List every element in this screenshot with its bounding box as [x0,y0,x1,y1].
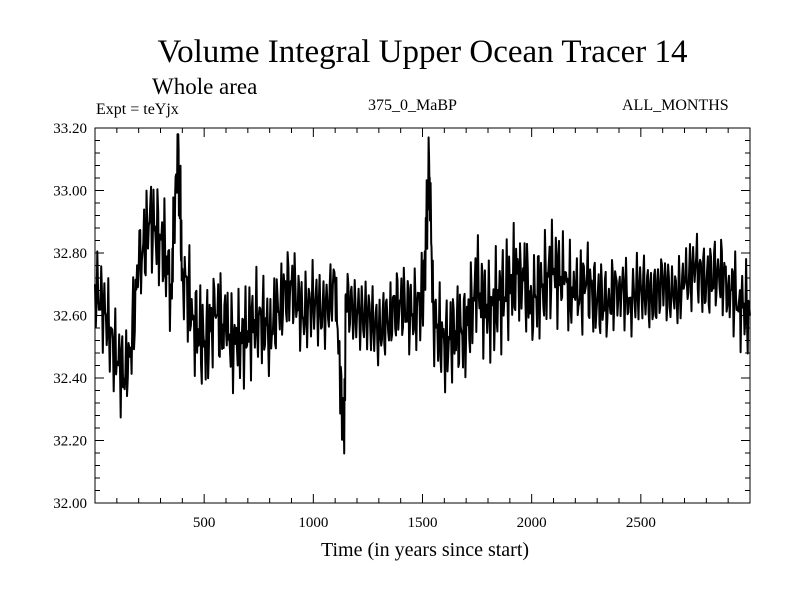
x-tick-label: 500 [193,515,216,531]
x-axis-label: Time (in years since start) [321,539,529,561]
axis-ticks [95,128,750,503]
axis-tick-labels: 500 1000 1500 2000 2500 32.00 32.20 32.40 32.60 3… [53,121,656,531]
series-line [94,133,751,455]
y-tick-label: 33.20 [53,121,87,137]
scenario-label: 375_0_MaBP [368,97,457,114]
chart-subtitle: Whole area [152,74,258,99]
y-tick-label: 32.60 [53,309,87,325]
y-tick-label: 32.00 [53,496,87,512]
y-tick-label: 32.40 [53,371,87,387]
x-tick-label: 1000 [298,515,328,531]
y-tick-label: 32.80 [53,246,87,262]
experiment-label: Expt = teYjx [96,101,179,118]
x-tick-label: 2000 [517,515,547,531]
period-label: ALL_MONTHS [622,97,729,114]
y-tick-label: 32.20 [53,434,87,450]
chart-title: Volume Integral Upper Ocean Tracer 14 [157,34,688,70]
x-tick-label: 1500 [408,515,438,531]
x-tick-label: 2500 [626,515,656,531]
y-tick-label: 33.00 [53,184,87,200]
